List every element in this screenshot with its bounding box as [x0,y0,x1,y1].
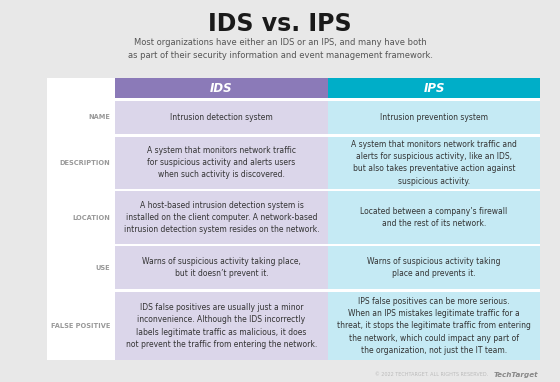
Text: Intrusion prevention system: Intrusion prevention system [380,113,488,122]
Text: IDS vs. IPS: IDS vs. IPS [208,12,352,36]
FancyBboxPatch shape [328,100,540,134]
Text: A host-based intrusion detection system is
installed on the client computer. A n: A host-based intrusion detection system … [124,201,319,234]
Text: Warns of suspicious activity taking place,
but it doesn’t prevent it.: Warns of suspicious activity taking plac… [142,257,301,278]
Text: DESCRIPTION: DESCRIPTION [59,160,110,166]
FancyBboxPatch shape [115,292,328,360]
Text: IPS false positives can be more serious.
When an IPS mistakes legitimate traffic: IPS false positives can be more serious.… [337,297,531,355]
FancyBboxPatch shape [328,191,540,244]
FancyBboxPatch shape [328,78,540,98]
FancyBboxPatch shape [115,78,328,98]
Text: A system that monitors network traffic and
alerts for suspicious activity, like : A system that monitors network traffic a… [351,140,517,186]
Text: A system that monitors network traffic
for suspicious activity and alerts users
: A system that monitors network traffic f… [147,146,296,180]
Text: TechTarget: TechTarget [493,372,538,378]
Text: NAME: NAME [88,114,110,120]
FancyBboxPatch shape [115,191,328,244]
Text: USE: USE [95,265,110,271]
Text: Located between a company’s firewall
and the rest of its network.: Located between a company’s firewall and… [361,207,507,228]
FancyBboxPatch shape [47,78,540,360]
Text: IPS: IPS [423,81,445,94]
Text: IDS false positives are usually just a minor
inconvenience. Although the IDS inc: IDS false positives are usually just a m… [126,303,317,349]
Text: Most organizations have either an IDS or an IPS, and many have both
as part of t: Most organizations have either an IDS or… [128,38,432,60]
FancyBboxPatch shape [328,292,540,360]
Text: LOCATION: LOCATION [72,215,110,221]
Text: IDS: IDS [210,81,233,94]
Text: FALSE POSITIVE: FALSE POSITIVE [50,323,110,329]
Text: Intrusion detection system: Intrusion detection system [170,113,273,122]
FancyBboxPatch shape [115,246,328,290]
FancyBboxPatch shape [328,137,540,189]
Text: Warns of suspicious activity taking
place and prevents it.: Warns of suspicious activity taking plac… [367,257,501,278]
Text: © 2022 TECHTARGET. ALL RIGHTS RESERVED.: © 2022 TECHTARGET. ALL RIGHTS RESERVED. [375,372,488,377]
FancyBboxPatch shape [328,246,540,290]
FancyBboxPatch shape [115,137,328,189]
FancyBboxPatch shape [115,100,328,134]
